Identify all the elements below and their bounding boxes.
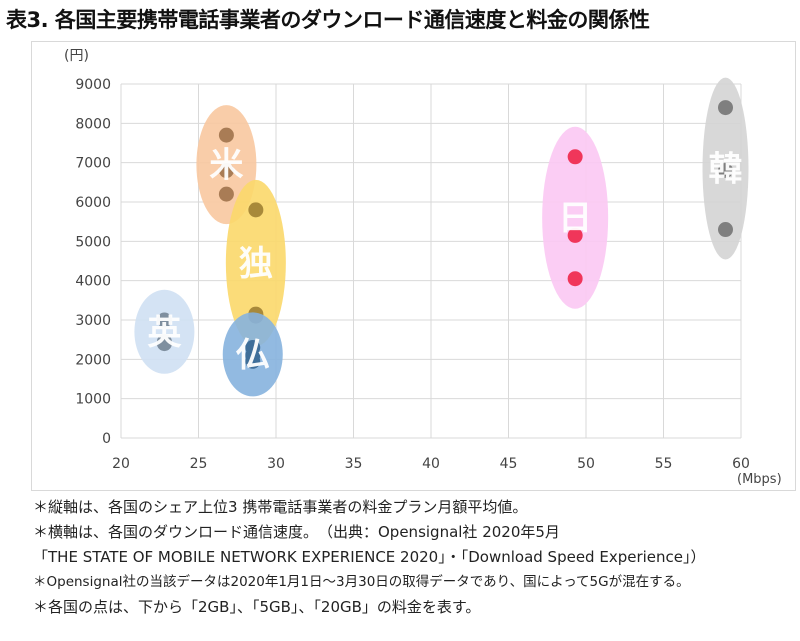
data-point[interactable] bbox=[218, 163, 234, 179]
x-axis-unit: (Mbps) bbox=[737, 472, 782, 487]
data-point[interactable] bbox=[248, 202, 264, 218]
data-point[interactable] bbox=[567, 227, 583, 243]
data-point[interactable] bbox=[218, 127, 234, 143]
note-data-period: ＊Opensignal社の当該データは2020年1月1日～3月30日の取得データ… bbox=[33, 574, 690, 590]
country-label: 日 bbox=[558, 199, 592, 239]
x-tick-label: 35 bbox=[345, 456, 363, 472]
y-tick-label: 5000 bbox=[75, 234, 111, 250]
y-tick-label: 1000 bbox=[75, 392, 111, 408]
country-ellipse bbox=[542, 126, 609, 309]
y-tick-label: 4000 bbox=[75, 274, 111, 290]
series-korea: 韓 bbox=[702, 77, 749, 260]
country-label: 韓 bbox=[709, 150, 743, 190]
y-tick-label: 2000 bbox=[75, 352, 111, 368]
y-tick-label: 9000 bbox=[75, 77, 111, 93]
y-axis-unit: (円) bbox=[64, 48, 89, 64]
country-ellipse bbox=[134, 289, 195, 374]
x-tick-label: 30 bbox=[267, 456, 285, 472]
x-tick-label: 20 bbox=[112, 456, 130, 472]
note-horizontal-axis: ＊横軸は、各国のダウンロード通信速度。 （出典：Opensignal社 2020… bbox=[33, 523, 560, 541]
scatter-plot: 0 1000 2000 3000 4000 5000 6000 7000 8000 9000 20… bbox=[64, 48, 782, 487]
x-tick-label: 40 bbox=[422, 456, 440, 472]
y-tick-label: 0 bbox=[102, 431, 111, 447]
y-axis-ticks: 0 1000 2000 3000 4000 5000 6000 7000 8000 9000 bbox=[75, 77, 111, 447]
data-point[interactable] bbox=[567, 149, 583, 165]
country-label: 独 bbox=[239, 244, 273, 284]
chart-title: 表3. 各国主要携帯電話事業者のダウンロード通信速度と料金の関係性 bbox=[6, 8, 650, 32]
x-tick-label: 45 bbox=[500, 456, 518, 472]
data-point[interactable] bbox=[156, 334, 172, 350]
y-tick-label: 3000 bbox=[75, 313, 111, 329]
country-ellipse bbox=[225, 179, 286, 347]
country-label: 英 bbox=[147, 313, 182, 353]
x-tick-label: 50 bbox=[577, 456, 595, 472]
footnotes: ＊縦軸は、各国のシェア上位3 携帯電話事業者の料金プラン月額平均値。 ＊横軸は、… bbox=[33, 495, 800, 620]
data-point[interactable] bbox=[156, 312, 172, 328]
x-tick-label: 25 bbox=[190, 456, 208, 472]
note-source: 「THE STATE OF MOBILE NETWORK EXPERIENCE … bbox=[33, 548, 706, 566]
data-point[interactable] bbox=[218, 186, 234, 202]
data-point[interactable] bbox=[718, 100, 733, 116]
series-france: 仏 bbox=[222, 312, 283, 397]
x-axis-ticks: 20 25 30 35 40 45 50 55 60 bbox=[112, 456, 750, 472]
note-points-meaning: ＊各国の点は、下から「2GB」、「5GB」、「20GB」の料金を表す。 bbox=[33, 598, 481, 616]
data-point[interactable] bbox=[245, 340, 261, 356]
y-tick-label: 8000 bbox=[75, 116, 111, 132]
x-tick-label: 60 bbox=[732, 456, 750, 472]
series-japan: 日 bbox=[542, 126, 609, 309]
x-tick-label: 55 bbox=[655, 456, 673, 472]
country-label: 米 bbox=[209, 146, 243, 186]
data-point[interactable] bbox=[718, 222, 733, 238]
series-uk: 英 bbox=[134, 289, 195, 374]
y-tick-label: 6000 bbox=[75, 195, 111, 211]
chart-area: 0 1000 2000 3000 4000 5000 6000 7000 8000 9000 20… bbox=[31, 41, 796, 491]
data-point[interactable] bbox=[718, 163, 733, 179]
data-point[interactable] bbox=[567, 271, 583, 287]
country-label: 仏 bbox=[236, 335, 270, 375]
note-vertical-axis: ＊縦軸は、各国のシェア上位3 携帯電話事業者の料金プラン月額平均値。 bbox=[33, 498, 528, 516]
y-tick-label: 7000 bbox=[75, 156, 111, 172]
